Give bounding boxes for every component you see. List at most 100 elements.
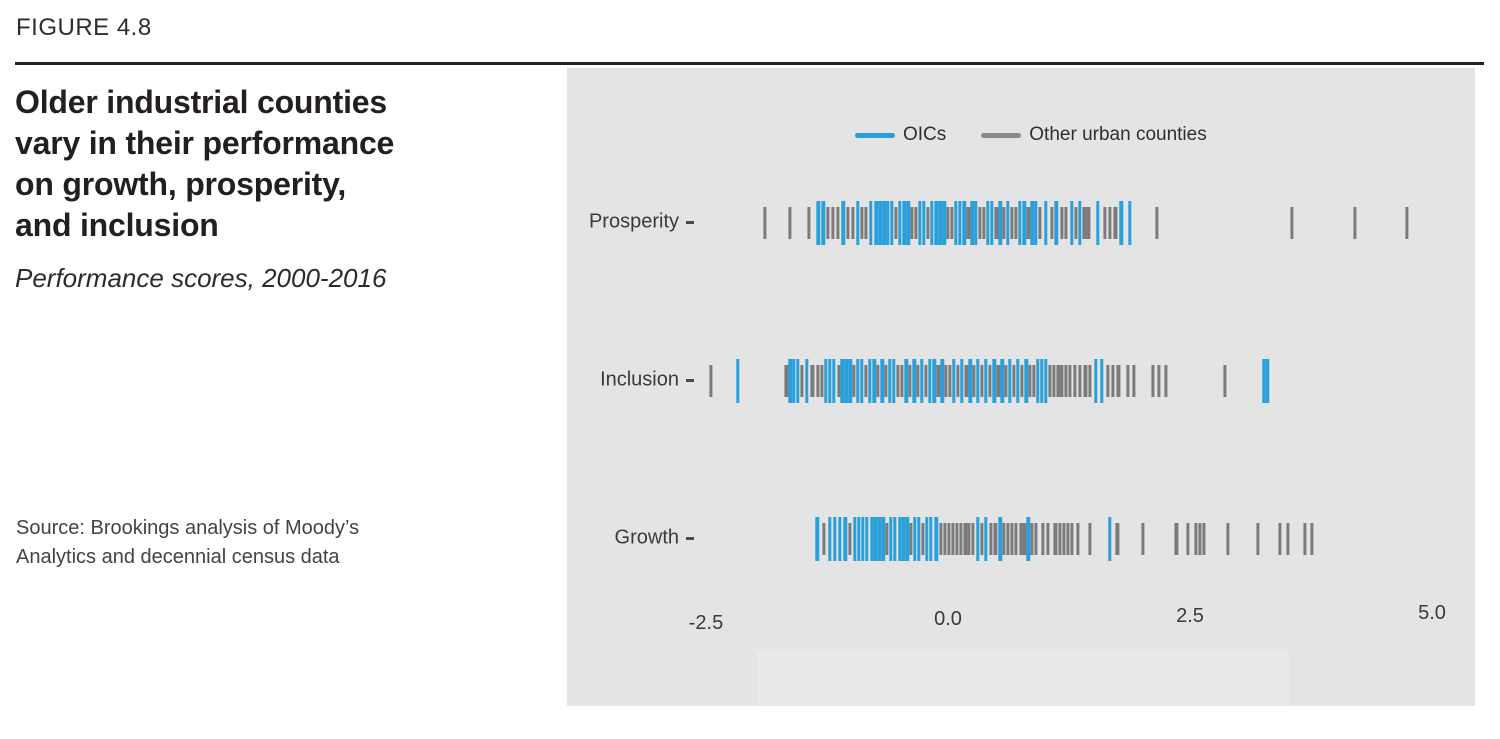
other-county-tick [1126, 365, 1130, 397]
oic-tick [1022, 201, 1027, 245]
row-label-growth: Growth [614, 526, 679, 549]
title-line: on growth, prosperity, [15, 166, 347, 202]
oic-tick [985, 201, 990, 245]
other-county-tick [810, 365, 815, 397]
row-axis-tick [686, 537, 694, 540]
oic-tick [816, 201, 820, 245]
chart-panel: OICs Other urban counties Prosperity Incl… [567, 68, 1475, 706]
oic-tick [856, 359, 860, 403]
other-county-tick [1076, 523, 1080, 555]
oic-tick [1026, 517, 1031, 561]
oic-tick [922, 201, 926, 245]
oic-tick [833, 517, 837, 561]
oic-tick [736, 359, 740, 403]
legend-label-oics: OICs [903, 124, 947, 145]
oic-tick [1000, 359, 1004, 403]
oic-tick [1094, 359, 1098, 403]
other-county-tick [972, 365, 976, 397]
oic-tick [904, 359, 909, 403]
oic-tick [920, 359, 924, 403]
other-county-tick [956, 365, 960, 397]
other-county-tick [993, 523, 998, 555]
other-county-tick [848, 523, 852, 555]
other-county-tick [1113, 207, 1118, 239]
other-county-tick [899, 365, 904, 397]
other-county-tick [1088, 365, 1092, 397]
other-county-tick [1083, 365, 1088, 397]
other-county-tick [1108, 207, 1112, 239]
x-axis-tick-label: 2.5 [1176, 605, 1204, 627]
oic-tick [874, 201, 879, 245]
oic-tick [877, 517, 881, 561]
other-county-tick [1303, 523, 1307, 555]
other-county-tick [1198, 523, 1202, 555]
figure-label: FIGURE 4.8 [16, 14, 152, 41]
other-county-tick [948, 365, 952, 397]
oic-tick [928, 517, 933, 561]
oic-tick [940, 359, 944, 403]
other-county-tick [1019, 365, 1024, 397]
oic-tick [929, 201, 934, 245]
other-county-tick [1049, 207, 1054, 239]
other-county-tick [1034, 523, 1038, 555]
oic-tick [882, 201, 886, 245]
oic-tick [867, 359, 872, 403]
other-county-tick [876, 365, 880, 397]
other-county-tick [1078, 365, 1082, 397]
oic-tick [890, 201, 894, 245]
oic-tick [864, 517, 869, 561]
other-county-tick [1186, 523, 1190, 555]
other-county-tick [958, 523, 963, 555]
oic-tick [1024, 359, 1029, 403]
other-county-tick [1070, 523, 1074, 555]
oic-tick [860, 359, 864, 403]
oic-tick [1008, 359, 1012, 403]
oic-tick [840, 359, 845, 403]
oic-tick [952, 359, 956, 403]
other-county-tick [1028, 365, 1032, 397]
oic-tick [880, 359, 884, 403]
other-county-tick [1201, 523, 1206, 555]
oic-tick [1036, 359, 1040, 403]
oic-tick [886, 201, 890, 245]
other-county-tick [1223, 365, 1227, 397]
other-county-tick [709, 365, 713, 397]
oic-tick [962, 201, 967, 245]
oic-tick [968, 359, 972, 403]
title-line: vary in their performance [15, 125, 395, 161]
oic-tick [934, 201, 939, 245]
oic-tick [815, 517, 820, 561]
other-county-tick [851, 207, 855, 239]
other-county-tick [988, 523, 993, 555]
other-county-tick [908, 365, 912, 397]
other-county-tick [963, 523, 968, 555]
other-county-tick [1019, 523, 1023, 555]
other-county-tick [1073, 365, 1077, 397]
other-county-tick [1116, 365, 1120, 397]
other-county-tick [1310, 523, 1314, 555]
chart-legend: OICs Other urban counties [855, 124, 1207, 146]
oic-tick [1040, 359, 1044, 403]
title-line: and inclusion [15, 207, 219, 243]
panel-bottom-strip [757, 651, 1289, 706]
x-axis: -2.5 0.0 2.5 5.0 [567, 602, 1475, 634]
other-county-tick [1051, 365, 1056, 397]
source-note: Source: Brookings analysis of Moody’s Ana… [16, 514, 359, 572]
oic-tick [942, 201, 946, 245]
other-county-tick [1068, 365, 1072, 397]
oic-tick [998, 201, 1002, 245]
oic-tick [872, 359, 877, 403]
other-county-tick [1056, 365, 1060, 397]
oic-tick [1015, 359, 1020, 403]
oic-tick [954, 201, 958, 245]
other-county-tick [1226, 523, 1230, 555]
other-county-tick [820, 365, 824, 397]
other-county-tick [967, 523, 971, 555]
other-county-tick [994, 207, 998, 239]
other-county-tick [816, 365, 820, 397]
other-county-tick [909, 523, 913, 555]
oic-tick [888, 359, 892, 403]
oic-tick [902, 201, 907, 245]
chart-title: Older industrial counties vary in their p… [15, 82, 555, 246]
other-county-tick [1014, 523, 1018, 555]
